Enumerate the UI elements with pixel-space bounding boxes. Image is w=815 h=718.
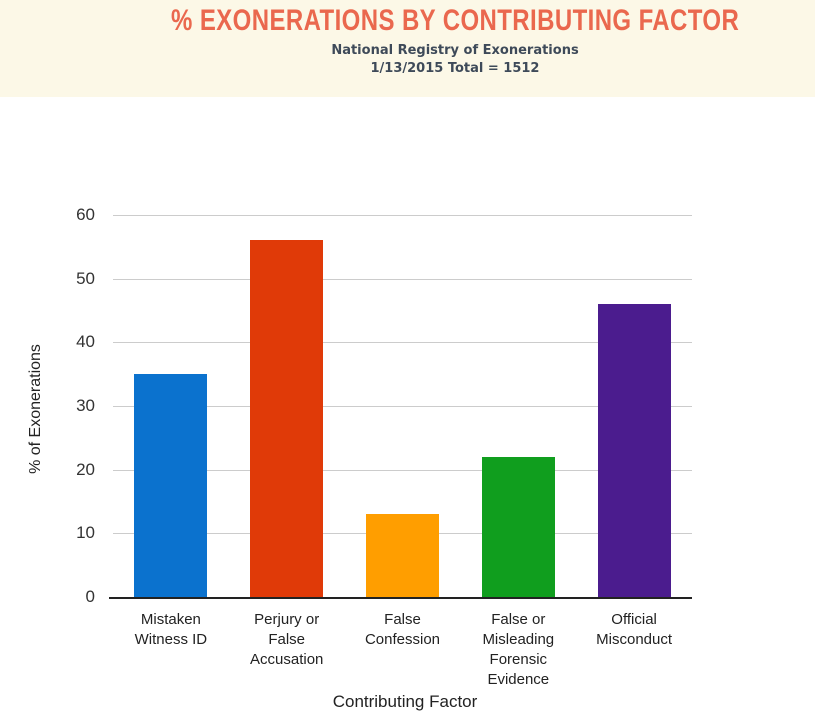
chart-title: % EXONERATIONS BY CONTRIBUTING FACTOR: [170, 4, 740, 37]
bar-chart: % of Exonerations 0 10 20 30 40 50 60 Mistaken…: [0, 97, 815, 718]
bar-official-misconduct: [597, 304, 671, 597]
y-tick-label-40: 40: [76, 332, 95, 352]
bar-mistaken-witness-id: [134, 374, 208, 597]
gridline-30: [113, 406, 692, 407]
y-tick-label-50: 50: [76, 268, 95, 288]
y-tick-label-30: 30: [76, 396, 95, 415]
bar-false-confession: [366, 514, 439, 597]
x-category-label-false-or-misleading-forensic-evidence: False or Misleading Forensic Evidence: [482, 611, 555, 688]
gridline-20: [113, 469, 692, 471]
x-category-label-official-misconduct: Official Misconduct: [596, 611, 673, 648]
chart-header: % EXONERATIONS BY CONTRIBUTING FACTOR Na…: [0, 0, 815, 97]
bar-perjury-or-false-accusation: [250, 240, 324, 597]
y-tick-label-60: 60: [76, 205, 95, 224]
y-tick-label-0: 0: [85, 587, 95, 606]
x-category-label-mistaken-witness-id: Mistaken Witness ID: [134, 611, 208, 648]
x-axis-title: Contributing Factor: [332, 692, 478, 711]
gridline-40: [113, 342, 692, 344]
x-axis-zero-tick: [109, 597, 113, 599]
x-category-label-perjury-or-false-accusation: Perjury or False Accusation: [250, 611, 324, 668]
gridline-60: [113, 215, 692, 216]
chart-subtitle-source: National Registry of Exonerations: [331, 43, 579, 58]
chart-subtitle-date-total: 1/13/2015 Total = 1512: [370, 61, 540, 76]
gridline-50: [113, 278, 692, 280]
x-category-label-false-confession: False Confession: [364, 611, 441, 648]
plot-area: [113, 215, 692, 599]
bar-false-or-misleading-forensic-evidence: [481, 456, 555, 597]
y-tick-label-20: 20: [76, 459, 95, 479]
chart-title-row: % EXONERATIONS BY CONTRIBUTING FACTOR: [95, 4, 815, 38]
y-tick-label-10: 10: [76, 523, 95, 543]
